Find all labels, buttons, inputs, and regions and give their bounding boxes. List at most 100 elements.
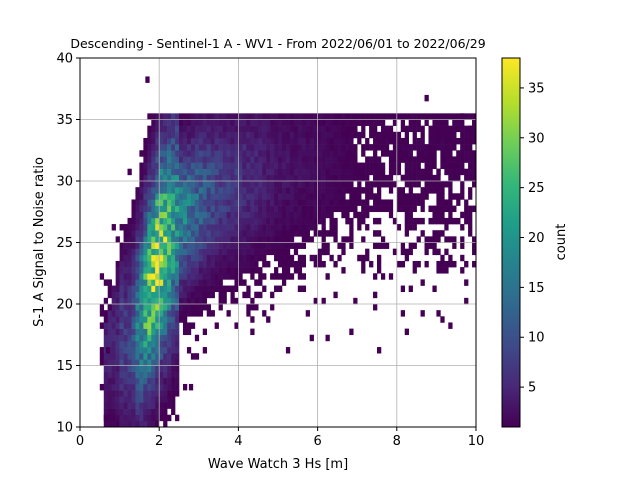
heatmap-cell xyxy=(171,304,176,311)
heatmap-cell xyxy=(210,156,215,163)
heatmap-cell xyxy=(329,193,334,200)
heatmap-cell xyxy=(151,187,156,194)
heatmap-cell xyxy=(309,156,314,163)
heatmap-cell xyxy=(198,174,204,182)
heatmap-cell xyxy=(163,310,168,317)
heatmap-cell xyxy=(270,205,275,213)
heatmap-cell xyxy=(151,396,156,403)
heatmap-cell xyxy=(198,211,204,219)
heatmap-cell xyxy=(392,113,398,120)
heatmap-cell xyxy=(214,254,219,262)
heatmap-cell xyxy=(147,377,152,385)
heatmap-cell xyxy=(206,137,211,145)
heatmap-cell xyxy=(202,217,208,225)
heatmap-cell xyxy=(428,217,433,225)
heatmap-cell xyxy=(206,131,211,139)
heatmap-cell xyxy=(309,125,314,133)
heatmap-cell xyxy=(182,273,188,280)
heatmap-cell xyxy=(131,297,136,305)
heatmap-cell xyxy=(175,174,180,182)
heatmap-cell xyxy=(408,193,413,200)
heatmap-cell xyxy=(377,181,382,188)
heatmap-cell xyxy=(246,304,251,311)
heatmap-cell xyxy=(127,420,132,428)
heatmap-cell xyxy=(202,230,208,237)
heatmap-cell xyxy=(135,316,140,323)
heatmap-cell xyxy=(186,304,192,311)
heatmap-cell xyxy=(258,205,263,213)
heatmap-cell xyxy=(388,137,394,145)
heatmap-cell xyxy=(139,340,144,348)
heatmap-cell xyxy=(127,402,132,409)
heatmap-cell xyxy=(115,236,120,243)
heatmap-cell xyxy=(214,168,219,176)
heatmap-cell xyxy=(111,328,116,336)
heatmap-cell xyxy=(147,353,152,360)
heatmap-cell xyxy=(432,162,437,169)
heatmap-cell xyxy=(202,137,208,145)
heatmap-cell xyxy=(266,131,271,139)
heatmap-cell xyxy=(123,347,128,354)
heatmap-cell xyxy=(182,248,188,256)
heatmap-cell xyxy=(404,193,409,200)
heatmap-cell xyxy=(444,144,449,151)
heatmap-cell xyxy=(349,119,354,126)
heatmap-cell xyxy=(190,144,196,151)
heatmap-cell xyxy=(329,131,334,139)
heatmap-cell xyxy=(171,150,176,157)
heatmap-cell xyxy=(167,304,172,311)
heatmap-cell xyxy=(377,347,382,354)
heatmap-cell xyxy=(301,230,307,237)
heatmap-cell xyxy=(198,267,204,274)
heatmap-cell xyxy=(190,217,196,225)
heatmap-cell xyxy=(131,211,136,219)
heatmap-cell xyxy=(167,273,172,280)
heatmap-cell xyxy=(159,304,164,311)
heatmap-cell xyxy=(135,279,140,286)
heatmap-cell xyxy=(123,224,128,231)
heatmap-cell xyxy=(444,156,449,163)
heatmap-cell xyxy=(341,162,346,169)
heatmap-cell xyxy=(115,316,120,323)
heatmap-cell xyxy=(139,390,144,397)
heatmap-cell xyxy=(428,168,433,176)
heatmap-cell xyxy=(289,224,295,231)
heatmap-cell xyxy=(175,359,180,366)
heatmap-cell xyxy=(444,236,449,243)
heatmap-cell xyxy=(226,150,231,157)
heatmap-cell xyxy=(377,260,382,268)
heatmap-cell xyxy=(345,181,350,188)
heatmap-cell xyxy=(278,254,283,262)
heatmap-cell xyxy=(293,242,299,249)
heatmap-cell xyxy=(190,137,196,145)
heatmap-cell xyxy=(246,162,251,169)
heatmap-cell xyxy=(139,383,144,391)
heatmap-cell xyxy=(281,131,287,139)
heatmap-cell xyxy=(238,113,243,120)
heatmap-cell xyxy=(143,156,148,163)
heatmap-cell xyxy=(452,193,457,200)
heatmap-cell xyxy=(222,248,227,256)
heatmap-cell xyxy=(135,205,140,213)
heatmap-cell xyxy=(349,181,354,188)
heatmap-cell xyxy=(179,236,184,243)
heatmap-cell xyxy=(182,304,188,311)
heatmap-cell xyxy=(333,131,338,139)
heatmap-cell xyxy=(222,291,227,299)
heatmap-cell xyxy=(250,150,255,157)
heatmap-cell xyxy=(349,156,354,163)
heatmap-cell xyxy=(190,224,196,231)
heatmap-cell xyxy=(333,174,338,182)
heatmap-cell xyxy=(293,205,299,213)
heatmap-cell xyxy=(321,230,326,237)
heatmap-cell xyxy=(147,131,152,139)
heatmap-cell xyxy=(432,137,437,145)
heatmap-cell xyxy=(262,181,267,188)
heatmap-cell xyxy=(408,144,413,151)
heatmap-cell xyxy=(305,113,310,120)
heatmap-cell xyxy=(436,125,441,133)
heatmap-cell xyxy=(167,285,172,292)
heatmap-cell xyxy=(107,328,112,336)
heatmap-cell xyxy=(111,402,116,409)
heatmap-cell xyxy=(432,187,437,194)
